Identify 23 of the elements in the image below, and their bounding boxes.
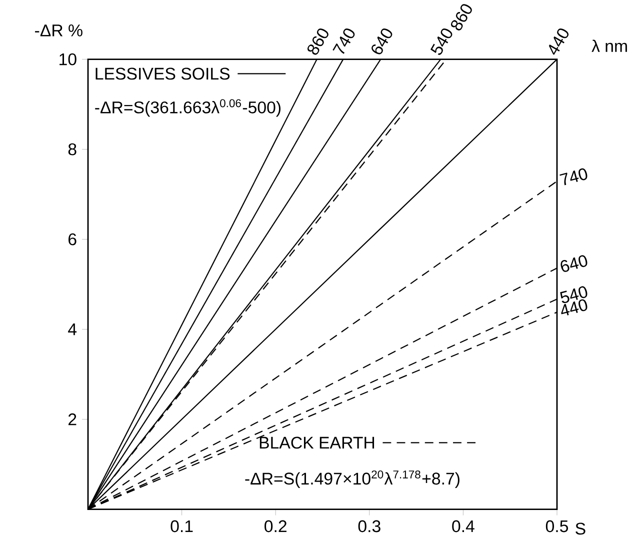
text: 860 (307, 28, 328, 55)
x-tick-label: 0.4 (452, 520, 474, 532)
text: 440 (548, 28, 569, 55)
annotation: -ΔR=S(361.663λ$^{0.06}$-500) (95, 99, 280, 117)
y-tick-label: 10 (60, 53, 76, 66)
y-tick-label: 6 (68, 233, 76, 246)
x-tick-label: 0.5 (546, 520, 568, 532)
text: λ nm (592, 40, 627, 52)
text: 740 (560, 168, 588, 186)
x-axis-title: S (576, 522, 586, 534)
annotation: -ΔR=S(1.497×10$^{20}$λ$^{7.178}$+8.7) (245, 470, 460, 488)
y-tick-label: 2 (68, 413, 76, 426)
x-tick-label: 0.3 (358, 520, 380, 532)
annotation: LESSIVES SOILS (96, 68, 230, 80)
text: 640 (372, 28, 392, 54)
x-tick-label: 0.2 (264, 520, 286, 532)
x-tick-label: 0.1 (170, 520, 193, 532)
y-tick-label: 4 (68, 323, 77, 335)
y-axis-title: -ΔR % (35, 24, 82, 36)
y-tick-label: 8 (68, 143, 76, 156)
text: 640 (560, 255, 588, 272)
text: 740 (332, 28, 355, 54)
annotation: BLACK EARTH (260, 436, 374, 449)
